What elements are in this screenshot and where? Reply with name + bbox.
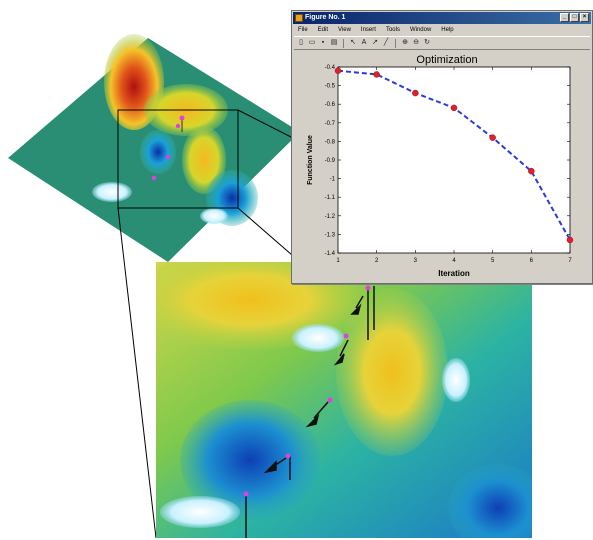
menu-edit[interactable]: Edit — [317, 27, 329, 33]
menu-view[interactable]: View — [338, 27, 351, 33]
y-tick-label: -1.3 — [325, 232, 336, 238]
toolbar-separator — [343, 38, 344, 48]
maximize-button[interactable]: □ — [570, 13, 579, 22]
figure-window-title: Figure No. 1 — [305, 14, 346, 21]
rotate-icon[interactable]: ↻ — [424, 39, 430, 46]
y-axis-label: Function Value — [307, 135, 314, 185]
surface-well-blue-2 — [140, 130, 176, 174]
y-tick-label: -0.7 — [325, 121, 336, 127]
surface-plot-3d — [8, 34, 300, 262]
x-tick-label: 4 — [452, 258, 456, 264]
data-point — [450, 104, 458, 112]
window-controls: _ □ × — [560, 13, 589, 22]
surface-highlight-white — [92, 182, 132, 202]
x-tick-label: 3 — [414, 258, 418, 264]
data-point — [373, 71, 380, 78]
zoom-highlight-white — [292, 324, 344, 352]
zoom-connector-lines — [117, 109, 301, 539]
y-tick-label: -0.5 — [325, 84, 336, 90]
menu-insert[interactable]: Insert — [360, 27, 376, 33]
menu-bar: File Edit View Insert Tools Window Help — [294, 25, 590, 35]
series-line — [334, 67, 574, 244]
y-tick-label: -0.4 — [325, 65, 336, 71]
data-point — [566, 236, 574, 244]
zoom-in-icon[interactable]: ⊕ — [402, 39, 408, 46]
y-tick-label: -1.4 — [325, 251, 336, 257]
y-tick-label: -0.9 — [325, 158, 336, 164]
menu-tools[interactable]: Tools — [385, 27, 400, 33]
menu-window[interactable]: Window — [409, 27, 432, 33]
line-icon[interactable]: ╱ — [383, 39, 389, 46]
arrow-icon[interactable]: ↗ — [372, 39, 378, 46]
zoom-region-box — [117, 109, 239, 209]
figure-window[interactable]: Figure No. 1 _ □ × File Edit View Insert… — [291, 10, 593, 284]
y-tick-label: -0.8 — [325, 139, 336, 145]
x-tick-label: 1 — [336, 258, 340, 264]
matlab-app-icon — [295, 14, 303, 22]
new-icon[interactable]: ▯ — [299, 39, 303, 46]
toolbar-separator-2 — [395, 38, 396, 48]
x-axis-label: Iteration — [438, 269, 470, 278]
y-tick-label: -0.6 — [325, 102, 336, 108]
minimize-button[interactable]: _ — [560, 13, 569, 22]
zoom-basin-blue-2 — [448, 464, 532, 538]
save-icon[interactable]: ▪ — [321, 39, 325, 46]
axes-box — [337, 66, 571, 254]
menu-file[interactable]: File — [298, 27, 308, 33]
data-point — [489, 134, 496, 141]
surface-path-markers — [151, 115, 185, 181]
zoomed-surface — [156, 262, 532, 538]
x-tick-label: 2 — [375, 258, 379, 264]
figure-toolbar: ▯ ▭ ▪ ▤ ↖ A ↗ ╱ ⊕ ⊖ ↻ — [294, 36, 590, 50]
chart-title: Optimization — [416, 54, 477, 66]
zoom-highlight-white-2 — [160, 496, 240, 528]
optimization-chart: Optimization -0.4-0.5-0.6-0.7-0.8-0.9-1-… — [307, 54, 574, 278]
zoom-highlight-white-3 — [442, 358, 470, 402]
open-icon[interactable]: ▭ — [308, 39, 316, 46]
data-point — [412, 89, 419, 97]
data-point — [334, 67, 342, 74]
menu-help[interactable]: Help — [441, 27, 454, 33]
y-tick-label: -1 — [330, 177, 336, 183]
plot-area: Optimization -0.4 -0.5 -0.6 -0.7 -0.8 -0.9 -1-… — [294, 50, 590, 281]
select-arrow-icon[interactable]: ↖ — [350, 39, 356, 46]
edit-text-icon[interactable]: A — [361, 39, 367, 46]
zoom-basin-blue — [180, 400, 320, 520]
print-icon[interactable]: ▤ — [330, 39, 338, 46]
x-tick-label: 6 — [530, 258, 534, 264]
x-tick-label: 5 — [491, 258, 495, 264]
zoom-ridge-yellow — [336, 288, 448, 456]
close-button[interactable]: × — [580, 13, 589, 22]
y-ticks: -0.4 -0.5 -0.6 -0.7 -0.8 -0.9 -1 -1.1 -1.2 -1.3 -1… — [325, 65, 570, 257]
data-point — [528, 167, 535, 175]
y-tick-label: -1.1 — [325, 195, 336, 201]
zoom-out-icon[interactable]: ⊖ — [413, 39, 419, 46]
zoom-descent-arrows — [243, 285, 375, 538]
y-tick-label: -1.2 — [325, 214, 336, 220]
surface-highlight-white-2 — [200, 208, 228, 224]
x-tick-label: 7 — [568, 258, 572, 264]
figure-window-titlebar[interactable]: Figure No. 1 _ □ × — [293, 12, 591, 24]
